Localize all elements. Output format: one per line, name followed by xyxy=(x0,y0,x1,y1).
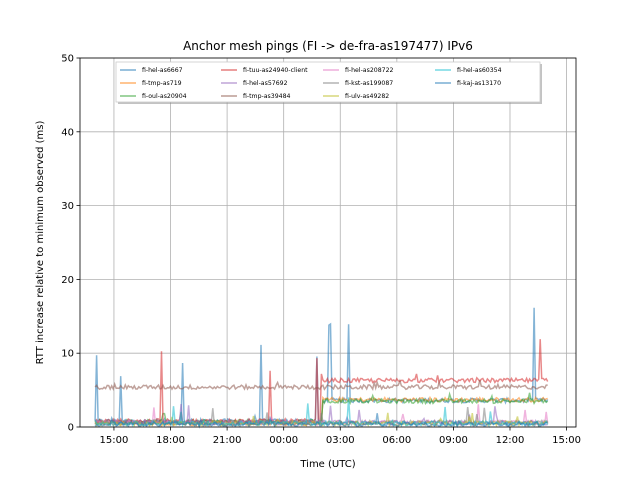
y-tick-label: 20 xyxy=(61,275,74,286)
x-tick-label: 21:00 xyxy=(213,435,242,446)
series-line-fi-kaj-as13170 xyxy=(94,413,548,429)
legend-label-fi-kaj-as13170: fi-kaj-as13170 xyxy=(457,80,501,87)
legend-label-fi-tmp-as39484: fi-tmp-as39484 xyxy=(243,93,291,100)
legend-label-fi-hel-as208722: fi-hel-as208722 xyxy=(345,67,394,74)
x-tick-label: 09:00 xyxy=(439,435,468,446)
y-axis-title: RTT increase relative to minimum observe… xyxy=(35,120,46,364)
legend-label-fi-tmp-as719: fi-tmp-as719 xyxy=(142,80,182,87)
legend-label-fi-kst-as199087: fi-kst-as199087 xyxy=(345,80,393,87)
y-tick-label: 10 xyxy=(61,349,74,360)
x-tick-label: 03:00 xyxy=(326,435,355,446)
plot-series xyxy=(94,307,549,429)
legend-label-fi-oul-as20904: fi-oul-as20904 xyxy=(142,93,187,100)
x-tick-label: 12:00 xyxy=(496,435,525,446)
chart-title: Anchor mesh pings (FI -> de-fra-as197477… xyxy=(183,39,473,53)
y-tick-label: 0 xyxy=(68,423,74,434)
series-line-fi-tmp-as39484 xyxy=(94,378,548,392)
x-tick-label: 06:00 xyxy=(382,435,411,446)
legend-label-fi-hel-as6667: fi-hel-as6667 xyxy=(142,67,183,74)
legend-label-fi-hel-as57692: fi-hel-as57692 xyxy=(243,80,288,87)
plot-frame xyxy=(79,57,577,428)
axis-ticks: 15:00 18:00 21:00 00:00 03:00 06:00 09:00 12:00… xyxy=(61,54,581,447)
y-tick-label: 30 xyxy=(61,201,74,212)
x-tick-label: 18:00 xyxy=(156,435,185,446)
x-tick-label: 15:00 xyxy=(100,435,129,446)
legend: fi-hel-as6667 fi-tmp-as719 fi-oul-as20904 f… xyxy=(115,61,542,104)
legend-label-fi-tuu-as24940-client: fi-tuu-as24940-client xyxy=(243,67,308,74)
legend-label-fi-ulv-as49282: fi-ulv-as49282 xyxy=(345,93,389,100)
legend-label-fi-hel-as60354: fi-hel-as60354 xyxy=(457,67,502,74)
y-tick-label: 50 xyxy=(61,54,74,65)
y-tick-label: 40 xyxy=(61,127,74,138)
x-tick-label: 15:00 xyxy=(552,435,581,446)
x-tick-label: 00:00 xyxy=(269,435,298,446)
x-axis-title: Time (UTC) xyxy=(299,459,355,470)
